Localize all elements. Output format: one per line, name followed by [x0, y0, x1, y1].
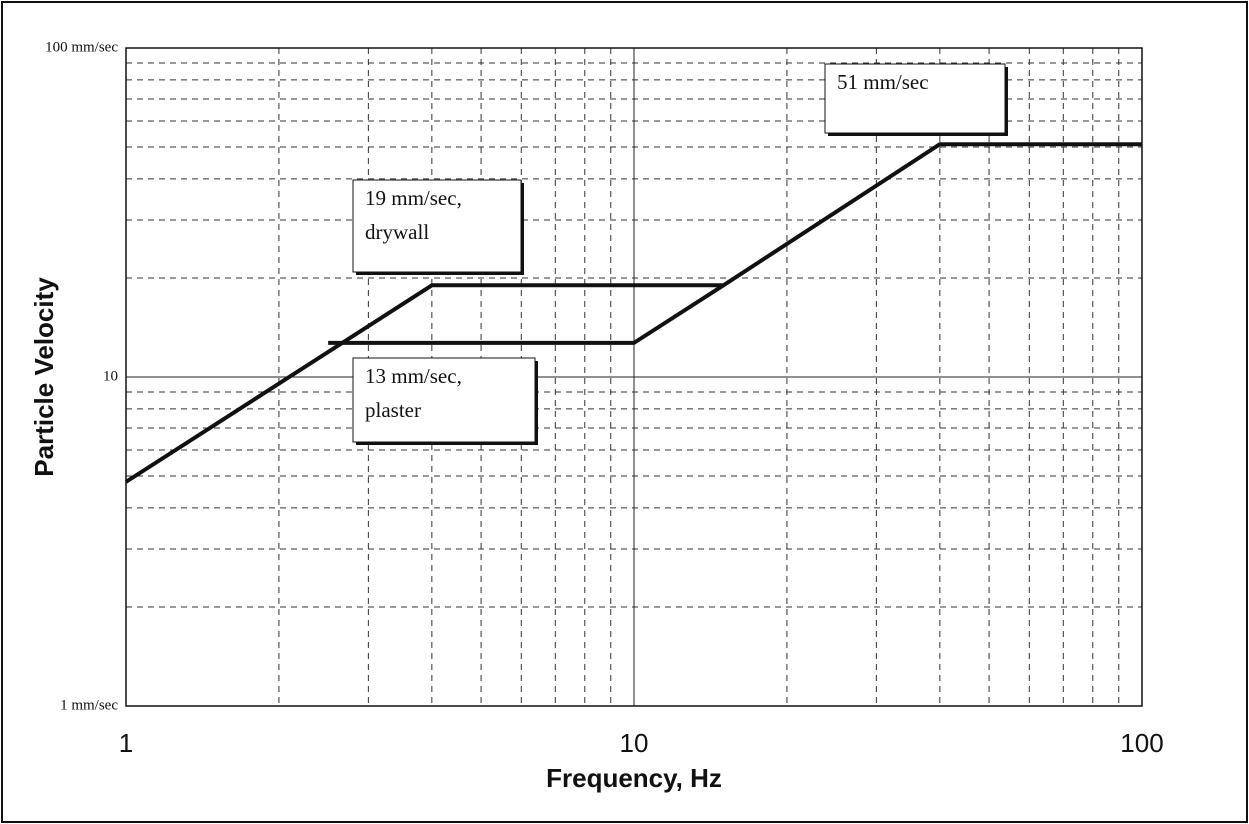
annotation-text: plaster	[365, 398, 421, 422]
x-tick-label: 100	[1120, 728, 1163, 758]
annotation-text: 51 mm/sec	[837, 70, 929, 94]
plot-border	[125, 47, 1143, 707]
annotation-text: drywall	[365, 220, 429, 244]
x-axis-label: Frequency, Hz	[546, 763, 722, 793]
annotation-text: 19 mm/sec,	[365, 186, 462, 210]
x-tick-label: 10	[620, 728, 649, 758]
y-tick-label: 10	[103, 368, 118, 384]
y-tick-label: 1 mm/sec	[60, 697, 118, 713]
y-tick-label: 100 mm/sec	[45, 39, 118, 55]
y-axis-label: Particle Velocity	[29, 277, 59, 477]
annotation-box	[352, 179, 522, 273]
annotation-box	[352, 357, 536, 443]
x-tick-label: 1	[119, 728, 133, 758]
annotation-box	[824, 63, 1006, 134]
series-line	[328, 283, 725, 345]
annotation-text: 13 mm/sec,	[365, 364, 462, 388]
